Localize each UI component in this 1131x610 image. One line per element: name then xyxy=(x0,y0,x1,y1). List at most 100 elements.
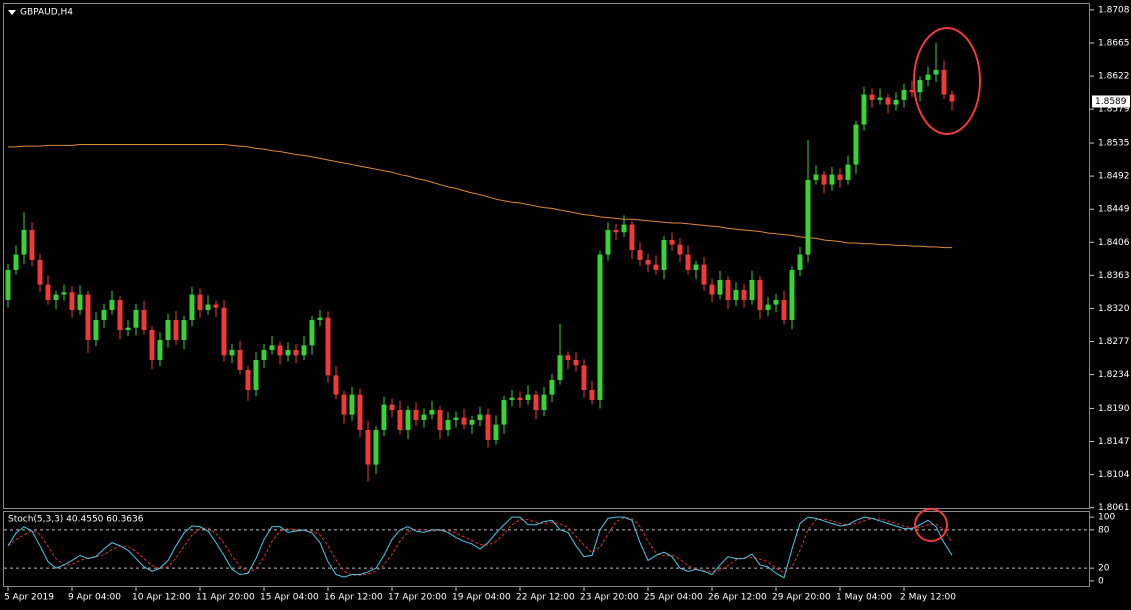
highlight-circle xyxy=(913,27,981,135)
candle-body xyxy=(93,319,99,340)
candle-body xyxy=(813,174,819,180)
candle-body xyxy=(653,264,659,270)
candle-body xyxy=(381,404,387,430)
candle-body xyxy=(925,74,931,80)
candle-body xyxy=(357,394,363,430)
candle-body xyxy=(429,409,435,415)
plot-layer: 1.8708 1.8665 1.8622 1.8579 1.8535 1.8492 1.84… xyxy=(4,5,1130,603)
candle-body xyxy=(365,429,371,465)
y-tick-label: 100 xyxy=(1098,513,1115,523)
candle-body xyxy=(797,254,803,270)
y-tick-label: 20 xyxy=(1098,564,1110,574)
price-tag-label: 1.8589 xyxy=(1095,97,1127,107)
y-tick-label: 1.8234 xyxy=(1098,370,1130,380)
x-tick-label: 29 Apr 20:00 xyxy=(772,593,831,603)
candle-body xyxy=(405,409,411,430)
candle-body xyxy=(533,394,539,410)
candle-body xyxy=(325,317,331,376)
y-tick-label: 80 xyxy=(1098,525,1110,535)
x-tick-label: 16 Apr 12:00 xyxy=(324,593,383,603)
candle-body xyxy=(661,239,667,270)
candle-body xyxy=(605,229,611,255)
candle-body xyxy=(205,304,211,310)
x-tick-label: 22 Apr 12:00 xyxy=(516,593,575,603)
candle-body xyxy=(805,179,811,255)
candle-body xyxy=(509,397,515,400)
candle-body xyxy=(445,419,451,430)
candle-body xyxy=(469,419,475,425)
candle-body xyxy=(893,99,899,105)
candle-body xyxy=(301,345,307,356)
y-tick-label: 1.8708 xyxy=(1098,5,1130,15)
candle-body xyxy=(541,394,547,410)
candle-body xyxy=(621,224,627,233)
candle-body xyxy=(941,69,947,95)
candle-body xyxy=(317,317,323,320)
candle-body xyxy=(829,174,835,185)
candle-body xyxy=(349,394,355,415)
candle-body xyxy=(29,229,35,260)
candle-body xyxy=(613,229,619,233)
candle-body xyxy=(917,79,923,93)
main-line xyxy=(7,516,953,579)
candle-body xyxy=(781,299,787,320)
symbol-label: GBPAUD,H4 xyxy=(20,8,73,18)
candle-body xyxy=(757,279,763,310)
candle-body xyxy=(629,224,635,250)
candle-body xyxy=(101,309,107,320)
candle-body xyxy=(125,327,131,330)
candle-body xyxy=(253,359,259,390)
y-tick-label: 1.8535 xyxy=(1098,139,1130,149)
y-tick-label: 1.8277 xyxy=(1098,337,1130,347)
y-tick-label: 1.8406 xyxy=(1098,238,1130,248)
candle-body xyxy=(837,174,843,180)
candle-body xyxy=(109,299,115,310)
candle-body xyxy=(557,355,563,380)
candle-body xyxy=(573,359,579,366)
candle-body xyxy=(725,279,731,300)
candle-body xyxy=(717,279,723,295)
x-tick-label: 15 Apr 04:00 xyxy=(260,593,319,603)
candle-body xyxy=(741,289,747,300)
candle-body xyxy=(213,304,219,308)
candle-body xyxy=(637,249,643,260)
candle-body xyxy=(173,319,179,340)
candle-body xyxy=(909,89,915,93)
candle-body xyxy=(773,299,779,305)
candle-body xyxy=(517,397,523,400)
y-tick-label: 1.8622 xyxy=(1098,72,1130,82)
stoch-label: Stoch(5,3,3) 40.4550 60.3636 xyxy=(8,515,144,525)
candle-body xyxy=(373,429,379,465)
candle-body xyxy=(733,289,739,300)
candle-body xyxy=(277,345,283,356)
x-tick-label: 9 Apr 04:00 xyxy=(68,593,121,603)
candle-body xyxy=(645,259,651,265)
x-tick-label: 26 Apr 12:00 xyxy=(708,593,767,603)
y-tick-label: 1.8147 xyxy=(1098,437,1130,447)
candle-body xyxy=(877,97,883,100)
y-tick-label: 1.8449 xyxy=(1098,205,1130,215)
candle-body xyxy=(709,284,715,295)
candle-body xyxy=(597,254,603,400)
highlight-circle xyxy=(914,508,948,542)
candle-body xyxy=(493,424,499,440)
candle-body xyxy=(501,399,507,425)
candle-body xyxy=(421,414,427,420)
candle-body xyxy=(261,349,267,360)
x-tick-label: 23 Apr 20:00 xyxy=(580,593,639,603)
candle-body xyxy=(117,299,123,330)
candle-body xyxy=(13,254,19,270)
candle-body xyxy=(37,259,43,285)
candle-body xyxy=(293,349,299,356)
candle-body xyxy=(333,375,339,395)
candle-body xyxy=(53,294,59,300)
x-tick-label: 11 Apr 20:00 xyxy=(196,593,255,603)
price-tag xyxy=(1092,95,1130,108)
candle-body xyxy=(525,394,531,400)
candle-body xyxy=(5,269,11,300)
candle-body xyxy=(133,309,139,328)
y-tick-label: 1.8363 xyxy=(1098,271,1130,281)
candle-body xyxy=(749,279,755,300)
candle-body xyxy=(477,414,483,420)
